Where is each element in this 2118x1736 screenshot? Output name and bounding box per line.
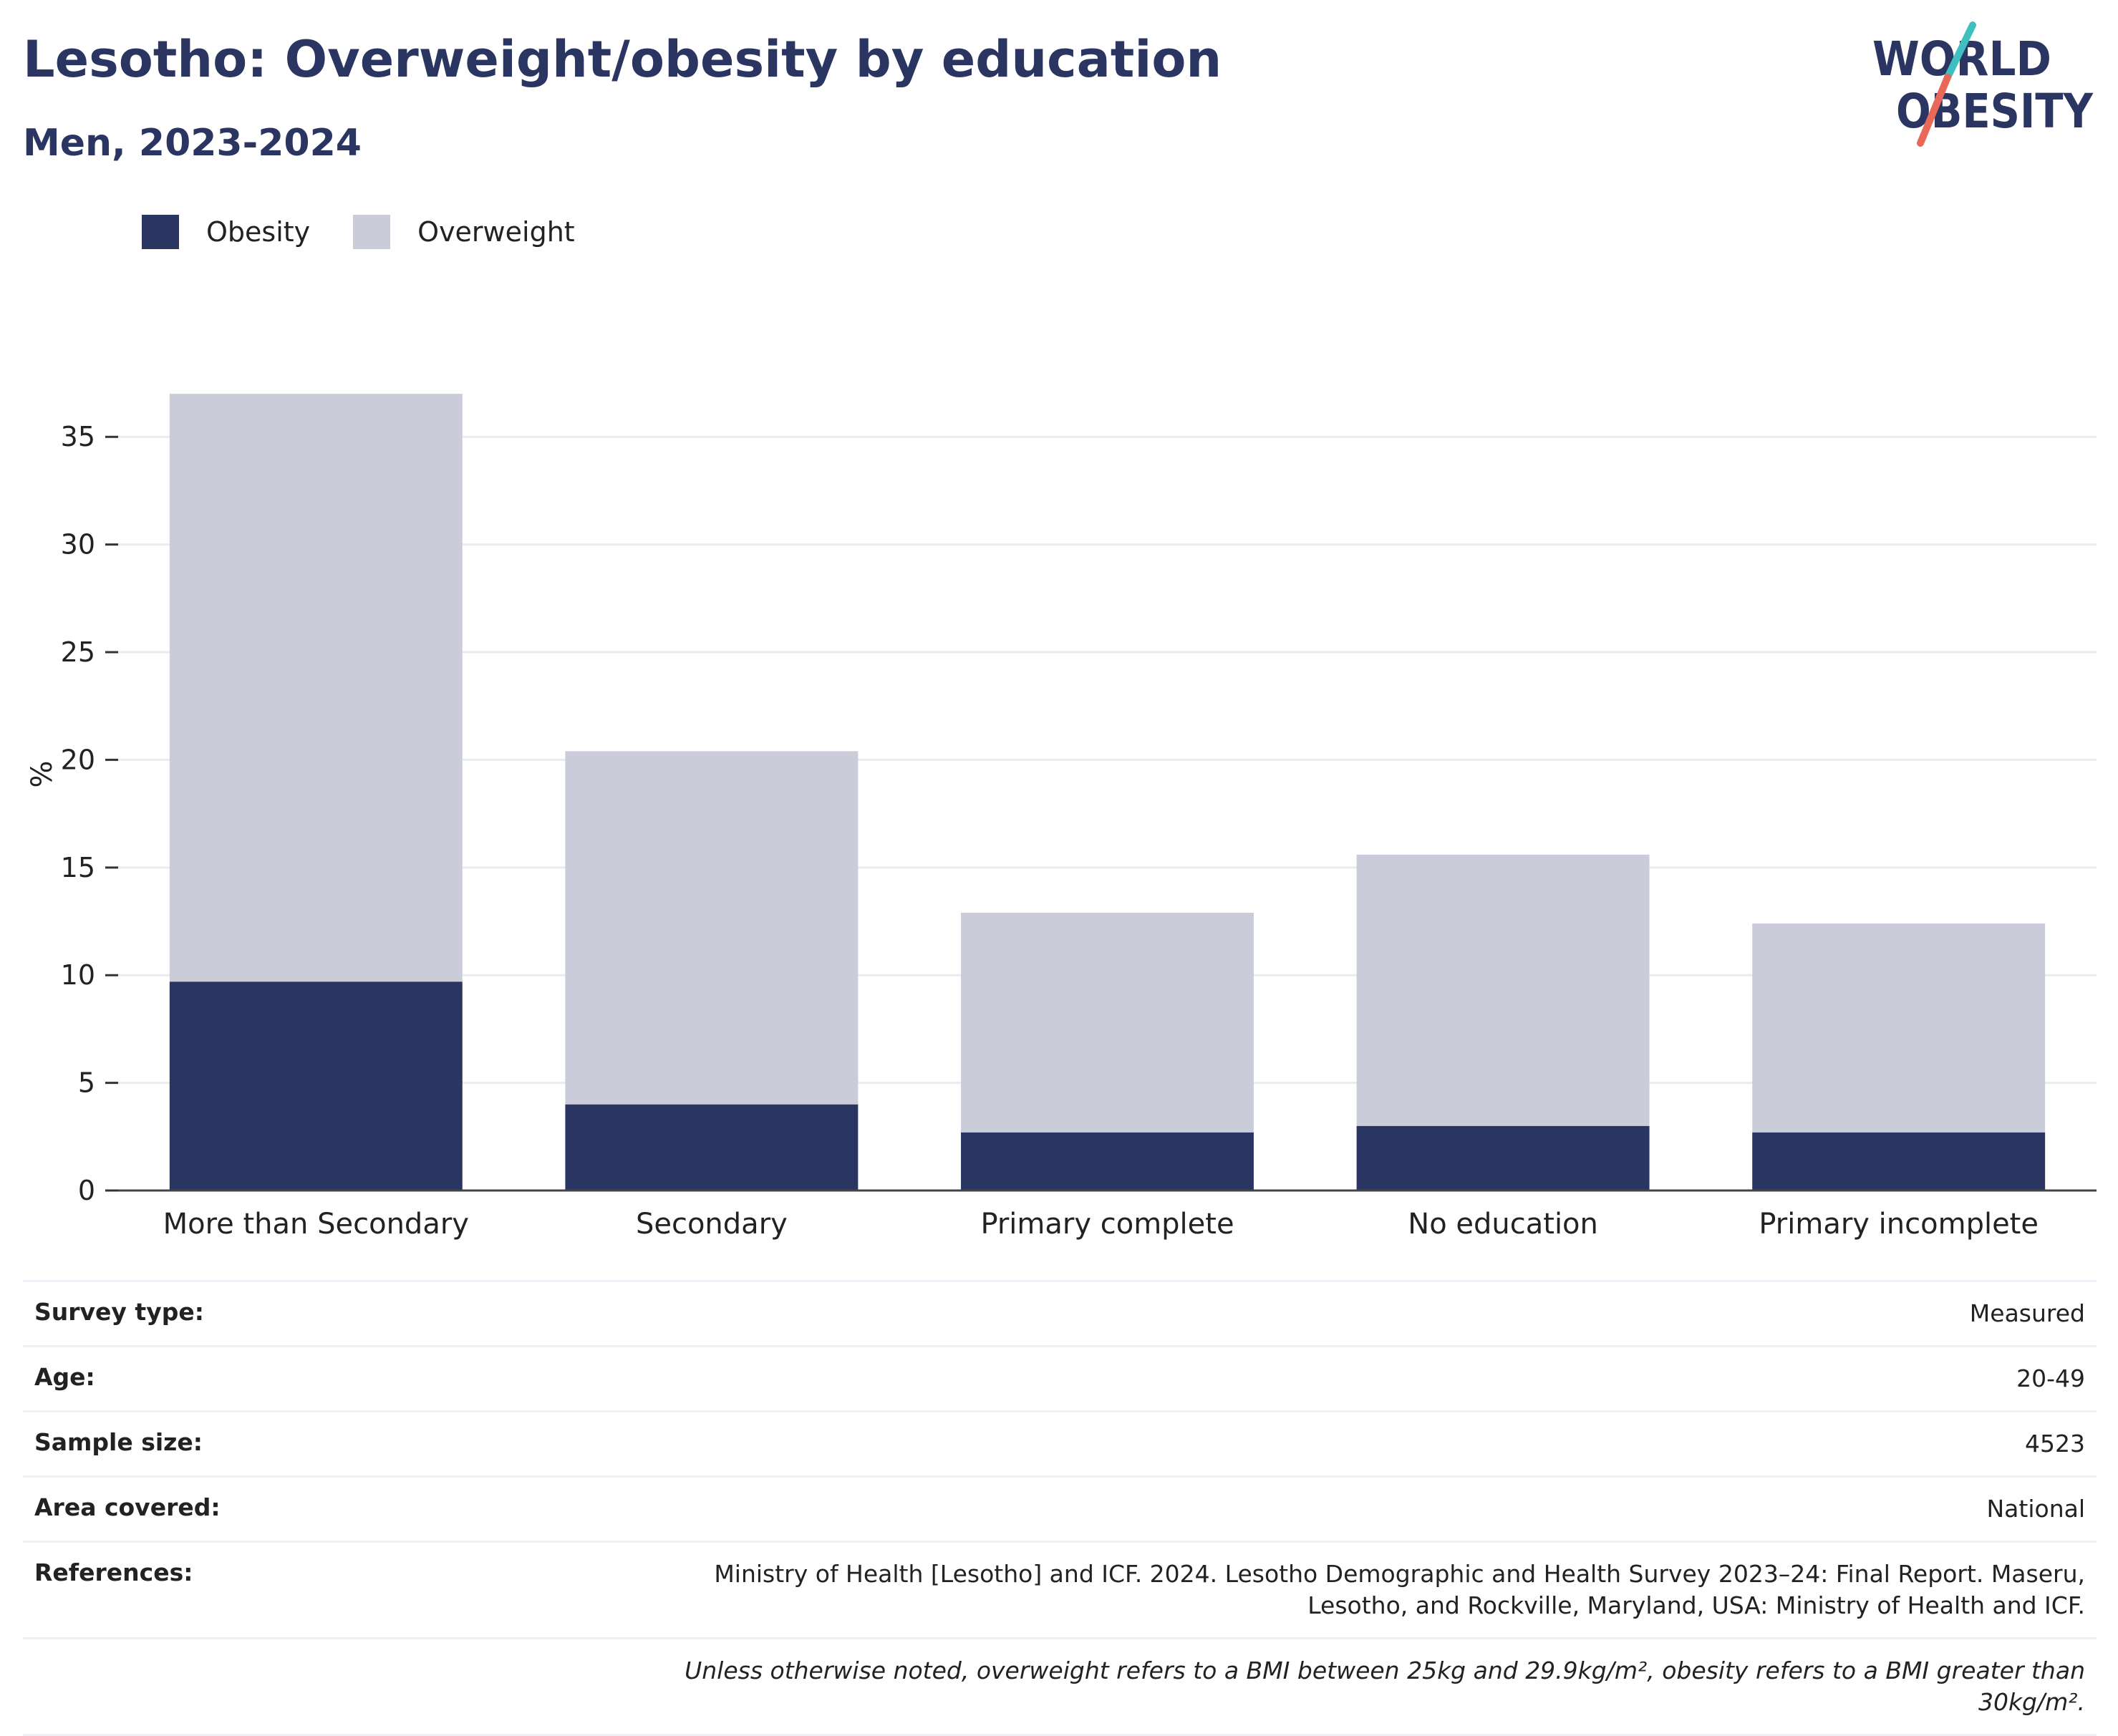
y-tick-label: 20 bbox=[61, 744, 95, 775]
info-label: Survey type: bbox=[34, 1298, 204, 1326]
y-tick-label: 15 bbox=[61, 852, 95, 883]
info-label: Sample size: bbox=[34, 1428, 203, 1456]
y-tick-label: 35 bbox=[61, 421, 95, 452]
bar-chart: 0 5 10 15 20 25 30 35% More than Secondary Second… bbox=[26, 394, 2097, 1241]
y-tick-label: 5 bbox=[78, 1067, 95, 1099]
info-value: Ministry of Health [Lesotho] and ICF. 20… bbox=[714, 1560, 2085, 1619]
info-row-survey-type: Survey type: Measured bbox=[23, 1280, 2097, 1345]
legend-swatch-obesity bbox=[142, 215, 179, 249]
y-tick-label: 25 bbox=[61, 636, 95, 668]
legend-swatch-overweight bbox=[353, 215, 391, 249]
info-label: References: bbox=[34, 1558, 193, 1586]
legend-item-overweight[interactable]: Overweight bbox=[353, 215, 575, 249]
bar-overweight-4 bbox=[1752, 923, 2046, 1133]
info-value: Measured bbox=[1969, 1299, 2085, 1327]
legend-label-overweight: Overweight bbox=[417, 216, 575, 248]
info-label: Area covered: bbox=[34, 1493, 221, 1521]
x-tick-label: More than Secondary bbox=[163, 1208, 469, 1241]
info-value: 20-49 bbox=[2016, 1364, 2085, 1392]
definition-note: Unless otherwise noted, overweight refer… bbox=[685, 1657, 2085, 1716]
info-row-sample-size: Sample size: 4523 bbox=[23, 1410, 2097, 1475]
page-subtitle: Men, 2023-2024 bbox=[23, 122, 362, 165]
y-tick-label: 10 bbox=[61, 959, 95, 991]
info-label: Age: bbox=[34, 1363, 95, 1391]
world-obesity-logo: WORLD OBESITY bbox=[1872, 21, 2094, 147]
info-row-note: Unless otherwise noted, overweight refer… bbox=[23, 1637, 2097, 1736]
y-tick-label: 30 bbox=[61, 529, 95, 561]
page-title: Lesotho: Overweight/obesity by education bbox=[23, 30, 1222, 89]
bar-obesity-1 bbox=[565, 1104, 859, 1191]
bar-overweight-1 bbox=[565, 751, 859, 1105]
bar-overweight-0 bbox=[169, 394, 463, 982]
y-tick-label: 0 bbox=[78, 1175, 95, 1206]
info-table: Survey type: Measured Age: 20-49 Sample … bbox=[23, 1280, 2097, 1736]
x-tick-label: Primary complete bbox=[980, 1208, 1234, 1241]
bar-obesity-0 bbox=[169, 981, 463, 1191]
legend-label-obesity: Obesity bbox=[206, 216, 311, 248]
info-value: 4523 bbox=[2025, 1430, 2085, 1458]
y-axis-label: % bbox=[26, 760, 59, 787]
x-tick-label: No education bbox=[1408, 1208, 1598, 1241]
bar-overweight-3 bbox=[1356, 854, 1650, 1126]
info-row-references: References: Ministry of Health [Lesotho]… bbox=[23, 1541, 2097, 1637]
bar-overweight-2 bbox=[961, 912, 1254, 1133]
info-row-age: Age: 20-49 bbox=[23, 1345, 2097, 1410]
x-tick-label: Secondary bbox=[636, 1208, 788, 1241]
info-row-area-covered: Area covered: National bbox=[23, 1475, 2097, 1541]
chart-legend: Obesity Overweight bbox=[142, 213, 618, 251]
info-value: National bbox=[1986, 1495, 2085, 1523]
x-tick-label: Primary incomplete bbox=[1759, 1208, 2039, 1241]
bar-obesity-2 bbox=[961, 1132, 1254, 1191]
bar-obesity-4 bbox=[1752, 1132, 2046, 1191]
bar-obesity-3 bbox=[1356, 1125, 1650, 1191]
legend-item-obesity[interactable]: Obesity bbox=[142, 215, 310, 249]
